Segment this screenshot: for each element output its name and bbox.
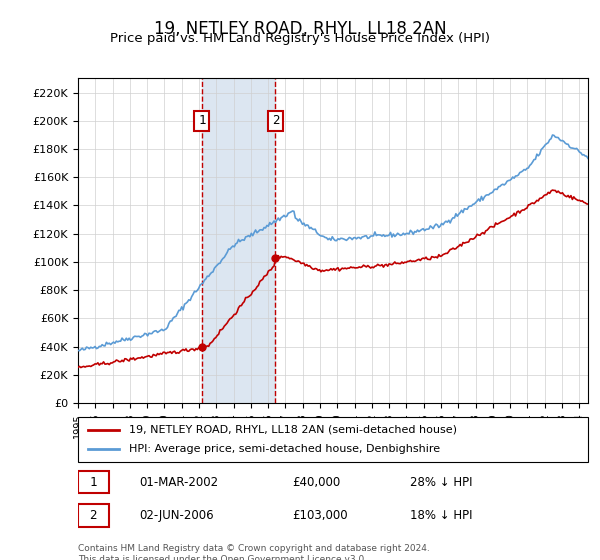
Text: Price paid vs. HM Land Registry's House Price Index (HPI): Price paid vs. HM Land Registry's House … xyxy=(110,32,490,45)
Bar xyxy=(202,78,275,403)
Text: 02-JUN-2006: 02-JUN-2006 xyxy=(139,509,214,522)
Text: 19, NETLEY ROAD, RHYL, LL18 2AN (semi-detached house): 19, NETLEY ROAD, RHYL, LL18 2AN (semi-de… xyxy=(129,424,457,435)
Text: 2: 2 xyxy=(89,509,97,522)
Text: 18% ↓ HPI: 18% ↓ HPI xyxy=(409,509,472,522)
FancyBboxPatch shape xyxy=(78,505,109,527)
Text: 28% ↓ HPI: 28% ↓ HPI xyxy=(409,475,472,488)
Text: Contains HM Land Registry data © Crown copyright and database right 2024.
This d: Contains HM Land Registry data © Crown c… xyxy=(78,544,430,560)
Text: 19, NETLEY ROAD, RHYL, LL18 2AN: 19, NETLEY ROAD, RHYL, LL18 2AN xyxy=(154,20,446,38)
Text: £40,000: £40,000 xyxy=(292,475,340,488)
Text: HPI: Average price, semi-detached house, Denbighshire: HPI: Average price, semi-detached house,… xyxy=(129,445,440,455)
FancyBboxPatch shape xyxy=(78,417,588,462)
Text: 1: 1 xyxy=(198,114,206,127)
Text: 2: 2 xyxy=(272,114,279,127)
Text: 1: 1 xyxy=(89,475,97,488)
Text: 01-MAR-2002: 01-MAR-2002 xyxy=(139,475,218,488)
FancyBboxPatch shape xyxy=(78,471,109,493)
Text: £103,000: £103,000 xyxy=(292,509,348,522)
